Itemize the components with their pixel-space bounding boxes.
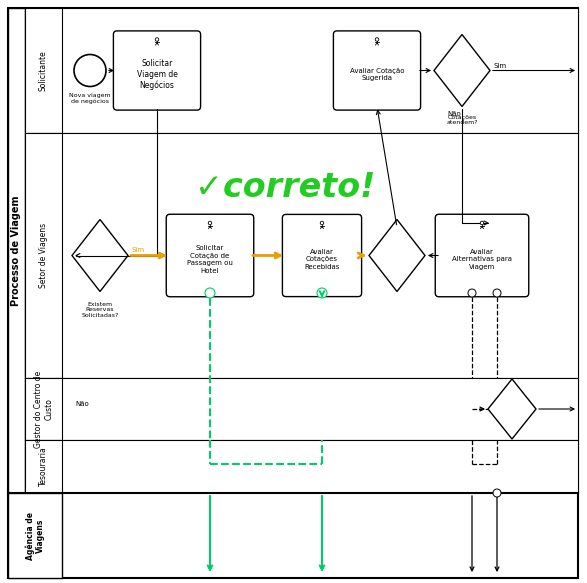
Bar bbox=[25, 133, 578, 378]
Text: Solicitar
Cotação de
Passagem ou
Hotel: Solicitar Cotação de Passagem ou Hotel bbox=[187, 245, 233, 274]
Circle shape bbox=[155, 38, 158, 41]
Text: Existem
Reservas
Solicitadas?: Existem Reservas Solicitadas? bbox=[82, 301, 119, 318]
Text: Cotações
atendem?: Cotações atendem? bbox=[446, 114, 478, 125]
Text: Avaliar
Cotações
Recebidas: Avaliar Cotações Recebidas bbox=[304, 249, 340, 270]
Bar bbox=[25, 133, 62, 378]
Text: Setor de Viagens: Setor de Viagens bbox=[39, 223, 48, 288]
Bar bbox=[25, 440, 62, 493]
Text: Gestor do Centro de
Custo: Gestor do Centro de Custo bbox=[34, 370, 53, 448]
Bar bbox=[25, 8, 578, 133]
Bar bbox=[8, 493, 62, 578]
Polygon shape bbox=[72, 220, 128, 292]
Text: Solicitar
Viagem de
Negócios: Solicitar Viagem de Negócios bbox=[137, 58, 177, 90]
Circle shape bbox=[317, 288, 327, 298]
Circle shape bbox=[468, 289, 476, 297]
Circle shape bbox=[493, 489, 501, 497]
Bar bbox=[8, 493, 578, 578]
Text: Solicitante: Solicitante bbox=[39, 50, 48, 91]
FancyBboxPatch shape bbox=[113, 31, 201, 110]
Text: Tesouraria: Tesouraria bbox=[39, 447, 48, 486]
Text: ✓correto!: ✓correto! bbox=[195, 171, 375, 204]
Circle shape bbox=[480, 222, 484, 225]
FancyBboxPatch shape bbox=[333, 31, 421, 110]
Text: Não: Não bbox=[447, 111, 461, 117]
Circle shape bbox=[321, 222, 324, 225]
FancyBboxPatch shape bbox=[435, 214, 529, 297]
Text: Agência de
Viagens: Agência de Viagens bbox=[25, 511, 45, 560]
FancyBboxPatch shape bbox=[282, 215, 362, 297]
Circle shape bbox=[205, 288, 215, 298]
Text: Não: Não bbox=[75, 401, 89, 407]
Bar bbox=[25, 440, 578, 493]
Circle shape bbox=[493, 289, 501, 297]
Polygon shape bbox=[369, 220, 425, 292]
Text: Avaliar
Alternativas para
Viagem: Avaliar Alternativas para Viagem bbox=[452, 249, 512, 270]
Text: Sim: Sim bbox=[132, 247, 145, 252]
Bar bbox=[8, 8, 578, 493]
Text: Processo de Viagem: Processo de Viagem bbox=[12, 195, 22, 305]
Circle shape bbox=[208, 222, 212, 225]
FancyBboxPatch shape bbox=[166, 214, 254, 297]
Polygon shape bbox=[434, 34, 490, 107]
Bar bbox=[25, 8, 62, 133]
Text: Nova viagem
de negócios: Nova viagem de negócios bbox=[69, 93, 111, 104]
Text: Avaliar Cotação
Sugerida: Avaliar Cotação Sugerida bbox=[350, 68, 404, 81]
Bar bbox=[8, 8, 25, 493]
Text: Sim: Sim bbox=[494, 62, 507, 68]
Polygon shape bbox=[488, 379, 536, 439]
Bar bbox=[25, 378, 62, 440]
Circle shape bbox=[375, 38, 379, 41]
Bar bbox=[25, 378, 578, 440]
Circle shape bbox=[74, 54, 106, 86]
